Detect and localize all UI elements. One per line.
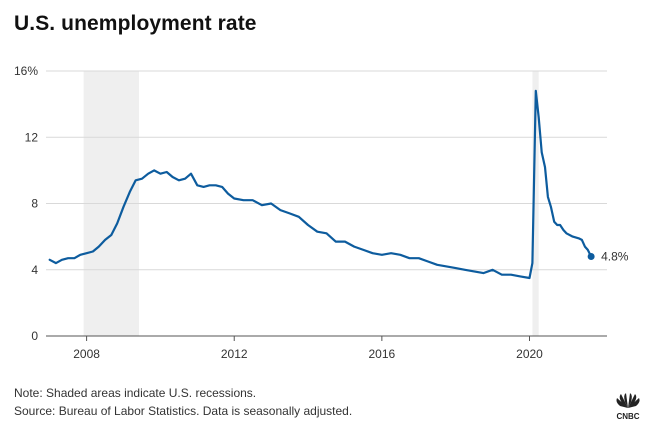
series-line-unemployment: [48, 89, 593, 280]
chart-note: Note: Shaded areas indicate U.S. recessi…: [14, 386, 257, 400]
x-axis: 2008 2012 2016 2020: [73, 336, 543, 361]
x-tick-label: 2016: [369, 347, 396, 361]
x-tick-label: 2012: [221, 347, 248, 361]
cnbc-peacock-logo: CNBC: [616, 393, 640, 421]
series: [48, 89, 595, 280]
y-tick-label: 12: [25, 130, 39, 144]
x-tick-label: 2008: [73, 347, 100, 361]
y-tick-label: 0: [31, 329, 38, 343]
gridlines: [46, 70, 607, 337]
x-tick-label: 2020: [516, 347, 543, 361]
y-tick-label: 16%: [14, 64, 38, 78]
chart-title: U.S. unemployment rate: [14, 12, 257, 35]
data-labels: 4.8%: [601, 250, 629, 264]
logo-wordmark: CNBC: [616, 412, 639, 421]
series-end-point: [587, 253, 595, 260]
y-axis-labels: 0 4 8 12 16%: [14, 64, 38, 343]
y-tick-label: 8: [31, 197, 38, 211]
end-value-label: 4.8%: [601, 250, 629, 264]
y-tick-label: 4: [31, 263, 38, 277]
chart-source: Source: Bureau of Labor Statistics. Data…: [14, 404, 353, 418]
